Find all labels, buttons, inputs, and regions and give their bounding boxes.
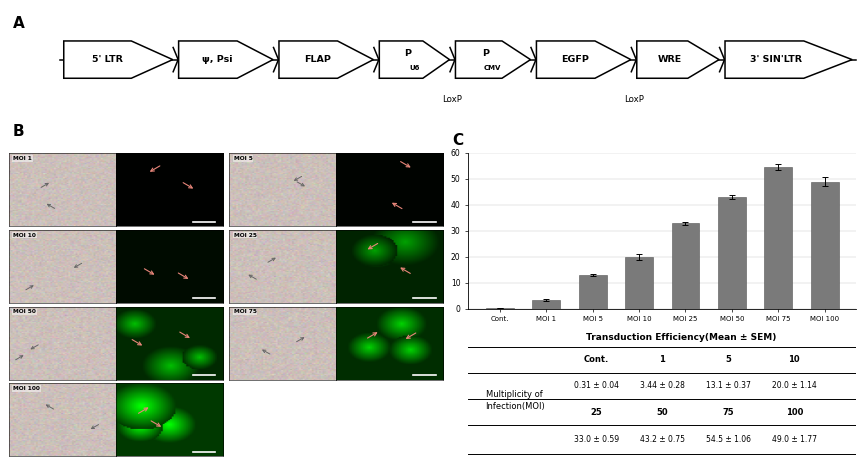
Text: 13.1 ± 0.37: 13.1 ± 0.37	[706, 382, 751, 390]
Text: 54.5 ± 1.06: 54.5 ± 1.06	[706, 435, 751, 444]
Text: MOI 75: MOI 75	[234, 309, 257, 314]
Text: MOI 25: MOI 25	[234, 233, 257, 238]
Text: 3.44 ± 0.28: 3.44 ± 0.28	[640, 382, 685, 390]
Text: MOI 5: MOI 5	[234, 156, 253, 161]
Text: 100: 100	[785, 408, 803, 417]
Polygon shape	[456, 41, 530, 78]
Text: 50: 50	[657, 408, 668, 417]
Text: LoxP: LoxP	[624, 95, 644, 104]
Text: Multiplicity of
Infection(MOI): Multiplicity of Infection(MOI)	[485, 390, 545, 411]
Text: MOI 1: MOI 1	[13, 156, 32, 161]
Text: 49.0 ± 1.77: 49.0 ± 1.77	[772, 435, 817, 444]
Text: Transduction Efficiency(Mean ± SEM): Transduction Efficiency(Mean ± SEM)	[586, 333, 777, 342]
Text: MOI 100: MOI 100	[13, 386, 40, 391]
Polygon shape	[178, 41, 273, 78]
Text: MOI 10: MOI 10	[13, 233, 35, 238]
Bar	[532, 300, 560, 309]
Text: P: P	[404, 49, 411, 58]
Text: 20.0 ± 1.14: 20.0 ± 1.14	[772, 382, 817, 390]
Text: WRE: WRE	[658, 55, 682, 64]
Text: 43.2 ± 0.75: 43.2 ± 0.75	[640, 435, 685, 444]
Text: A: A	[13, 16, 24, 30]
Text: MOI 50: MOI 50	[13, 309, 35, 314]
Bar	[718, 196, 746, 309]
Text: 5: 5	[725, 355, 731, 364]
Bar	[486, 308, 514, 309]
Text: ψ, Psi: ψ, Psi	[202, 55, 232, 64]
Bar	[811, 182, 839, 309]
Text: 1: 1	[659, 355, 665, 364]
Text: B: B	[13, 124, 24, 140]
Polygon shape	[64, 41, 173, 78]
Text: 25: 25	[591, 408, 602, 417]
Text: LoxP: LoxP	[443, 95, 463, 104]
Text: U6: U6	[409, 65, 420, 71]
Bar	[579, 275, 606, 309]
Polygon shape	[380, 41, 450, 78]
Bar	[671, 223, 700, 309]
Polygon shape	[725, 41, 852, 78]
Text: 33.0 ± 0.59: 33.0 ± 0.59	[573, 435, 618, 444]
Polygon shape	[279, 41, 374, 78]
Text: 75: 75	[722, 408, 734, 417]
Polygon shape	[637, 41, 719, 78]
Text: FLAP: FLAP	[304, 55, 330, 64]
Text: P: P	[483, 49, 490, 58]
Text: 5' LTR: 5' LTR	[93, 55, 124, 64]
Text: C: C	[452, 133, 464, 148]
Bar	[765, 167, 792, 309]
Text: CMV: CMV	[484, 65, 502, 71]
Polygon shape	[536, 41, 631, 78]
Text: 3' SIN'LTR: 3' SIN'LTR	[751, 55, 803, 64]
Text: 0.31 ± 0.04: 0.31 ± 0.04	[573, 382, 618, 390]
Bar	[625, 257, 653, 309]
Text: 10: 10	[788, 355, 800, 364]
Text: EGFP: EGFP	[561, 55, 588, 64]
Text: Cont.: Cont.	[584, 355, 609, 364]
